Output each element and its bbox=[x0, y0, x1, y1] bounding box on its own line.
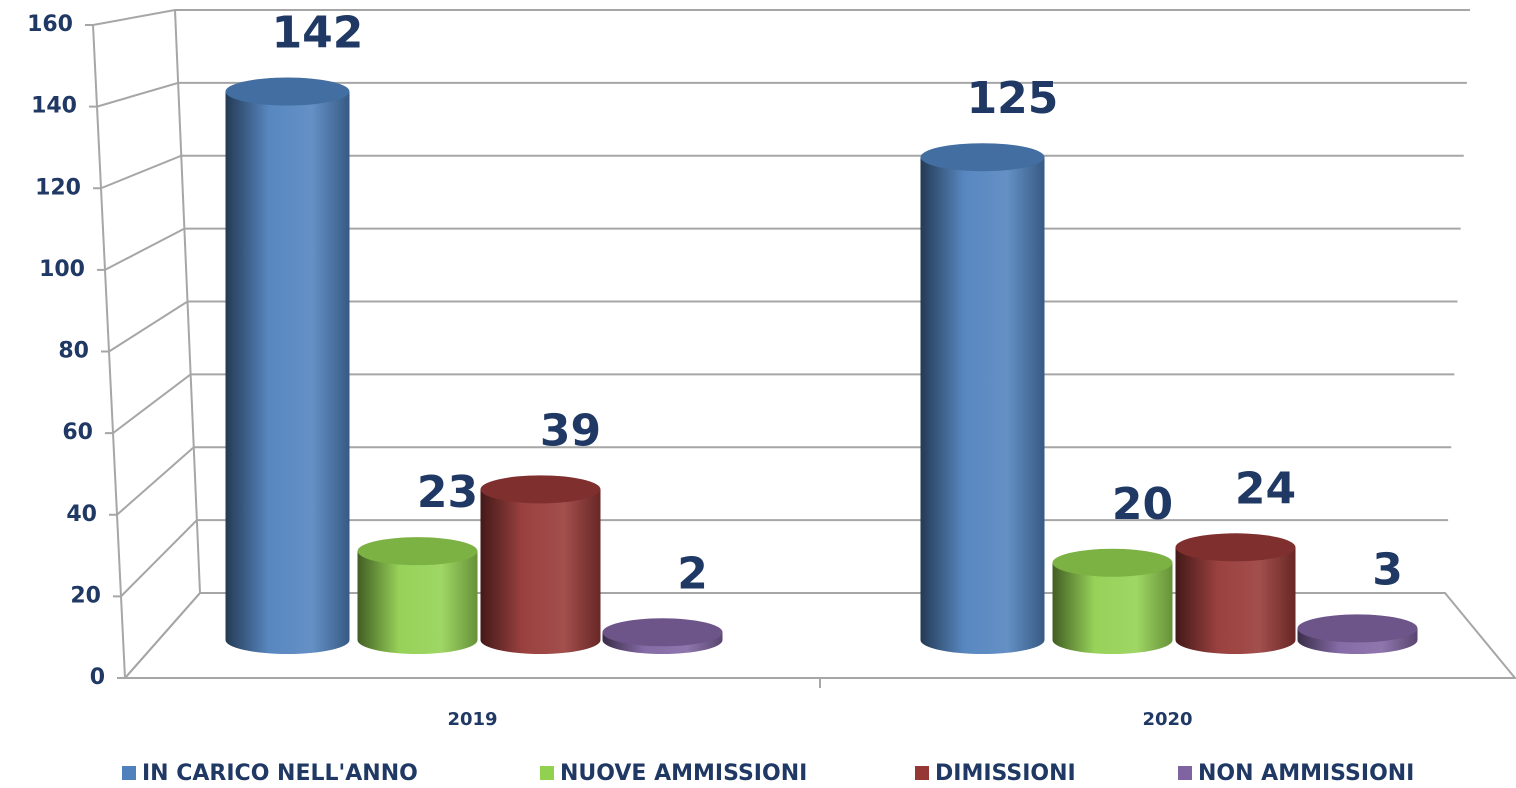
bar-top bbox=[1175, 533, 1296, 562]
legend-label: DIMISSIONI bbox=[935, 761, 1076, 786]
y-tick-label: 100 bbox=[39, 257, 85, 282]
data-label: 23 bbox=[417, 467, 478, 518]
bar-top bbox=[602, 618, 723, 647]
legend-label: NUOVE AMMISSIONI bbox=[560, 761, 807, 786]
x-tick-label: 2020 bbox=[1142, 709, 1192, 730]
y-tick-label: 80 bbox=[58, 339, 89, 364]
bar-top bbox=[225, 77, 350, 106]
y-tick-label: 0 bbox=[90, 665, 105, 690]
bar-top bbox=[1297, 614, 1418, 643]
y-tick-label: 120 bbox=[35, 175, 81, 200]
legend-label: IN CARICO NELL'ANNO bbox=[142, 761, 418, 786]
legend-swatch bbox=[1178, 766, 1192, 780]
grid-line bbox=[96, 81, 1467, 108]
data-label: 125 bbox=[967, 73, 1059, 124]
bar bbox=[225, 77, 350, 654]
data-label: 2 bbox=[677, 548, 708, 599]
grid-line bbox=[92, 9, 1470, 26]
legend-swatch bbox=[122, 766, 136, 780]
y-tick-label: 20 bbox=[70, 583, 101, 608]
data-label: 142 bbox=[272, 8, 364, 59]
bar bbox=[480, 475, 601, 654]
x-tick-label: 2019 bbox=[447, 709, 497, 730]
y-tick-label: 60 bbox=[62, 420, 93, 445]
bar-body bbox=[225, 91, 350, 654]
data-label: 39 bbox=[540, 405, 601, 456]
bar-top bbox=[1052, 548, 1173, 577]
bar-body bbox=[1175, 547, 1296, 654]
bar bbox=[357, 537, 478, 654]
y-tick-label: 40 bbox=[66, 502, 97, 527]
legend-swatch bbox=[915, 766, 929, 780]
y-tick-label: 160 bbox=[27, 12, 73, 37]
bar-body bbox=[920, 157, 1045, 654]
data-label: 24 bbox=[1235, 463, 1296, 514]
data-label: 3 bbox=[1372, 544, 1403, 595]
legend-swatch bbox=[540, 766, 554, 780]
bar bbox=[1052, 548, 1173, 654]
bar-top bbox=[357, 537, 478, 566]
bar-top bbox=[480, 475, 601, 504]
bar bbox=[1175, 533, 1296, 654]
bar-body bbox=[480, 489, 601, 654]
bar bbox=[602, 618, 723, 654]
y-tick-label: 140 bbox=[31, 94, 77, 119]
data-label: 20 bbox=[1112, 479, 1173, 530]
bar-body bbox=[357, 551, 478, 654]
bar-top bbox=[920, 143, 1045, 172]
bar bbox=[1297, 614, 1418, 654]
bar-body bbox=[1052, 562, 1173, 654]
bar bbox=[920, 143, 1045, 654]
legend-label: NON AMMISSIONI bbox=[1198, 761, 1414, 786]
